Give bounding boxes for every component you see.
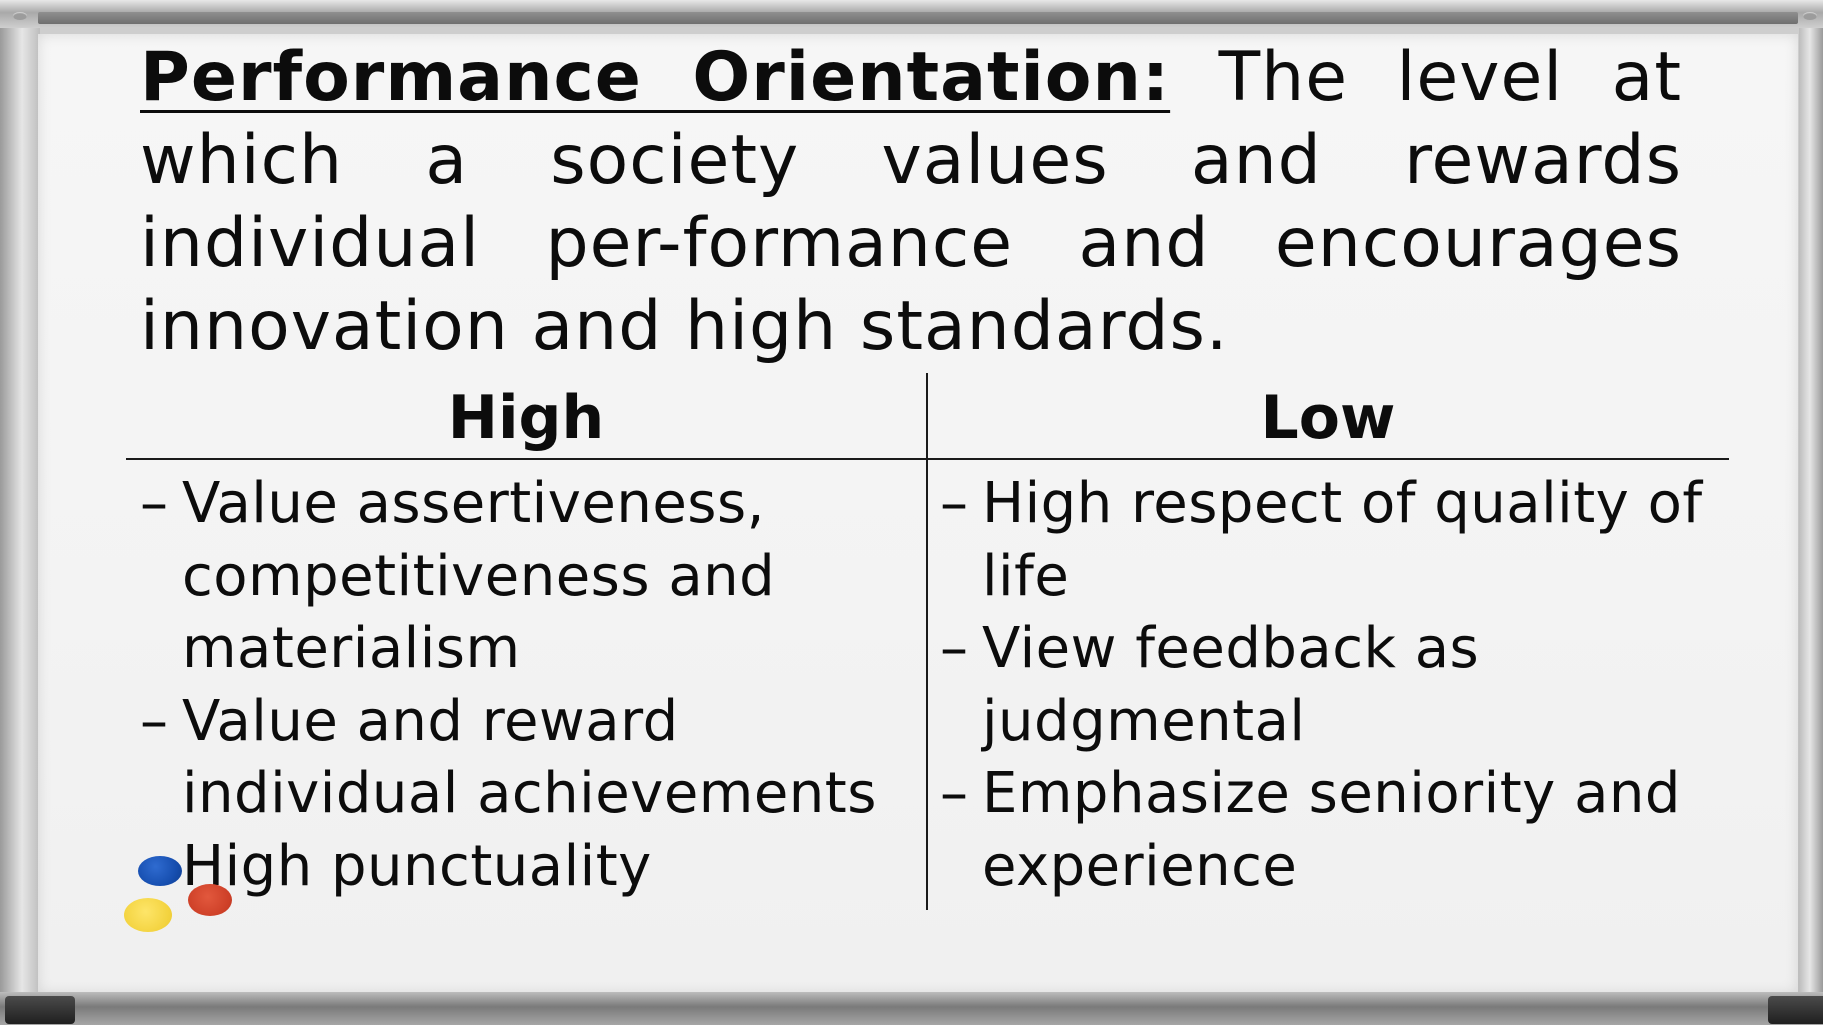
list-item-text: Emphasize seniority and experience — [982, 761, 1681, 899]
column-heading-low: Low — [1260, 383, 1396, 453]
screw-icon — [13, 12, 27, 20]
marker-tray — [0, 992, 1823, 1025]
list-item: – Value and reward individual achievement… — [140, 686, 920, 831]
whiteboard-frame-top-rail — [38, 12, 1798, 24]
list-item-text: View feedback as judgmental — [982, 616, 1480, 754]
list-item: – High respect of quality of life — [940, 468, 1720, 613]
whiteboard-frame-right — [1799, 0, 1823, 1025]
dash-bullet: – — [940, 761, 969, 826]
yellow-marker-dot — [124, 898, 172, 932]
blue-marker-dot — [138, 856, 182, 886]
tray-end-cap-right — [1768, 996, 1823, 1024]
high-list: – Value assertiveness, competitiveness an… — [140, 468, 920, 903]
low-list: – High respect of quality of life – View f… — [940, 468, 1720, 903]
whiteboard-frame-top — [0, 0, 1823, 28]
list-item-text: Value and reward individual achievements — [182, 688, 877, 827]
screw-icon — [1803, 12, 1817, 20]
table-column-divider — [926, 373, 928, 910]
definition-paragraph: Performance Orientation: The level at wh… — [140, 36, 1682, 368]
dash-bullet: – — [140, 471, 169, 536]
list-item: –High punctuality — [140, 831, 920, 904]
dash-bullet: – — [140, 688, 169, 754]
list-item-text: High respect of quality of life — [982, 471, 1703, 609]
list-item: – Value assertiveness, competitiveness an… — [140, 468, 920, 686]
whiteboard-surface — [38, 34, 1798, 994]
column-heading-high: High — [447, 383, 605, 453]
tray-end-cap-left — [5, 996, 75, 1024]
whiteboard-frame-left — [0, 0, 40, 1025]
red-marker-dot — [188, 884, 232, 916]
list-item-text: Value assertiveness, competitiveness and… — [182, 471, 776, 681]
definition-term: Performance Orientation: — [140, 38, 1171, 117]
dash-bullet: – — [940, 471, 969, 536]
table-header-divider — [126, 458, 1729, 460]
list-item: – Emphasize seniority and experience — [940, 758, 1720, 903]
definition-text: The level at which a society values and … — [140, 38, 1682, 366]
dash-bullet: – — [940, 616, 969, 681]
list-item: – View feedback as judgmental — [940, 613, 1720, 758]
list-item-text: High punctuality — [182, 833, 652, 899]
